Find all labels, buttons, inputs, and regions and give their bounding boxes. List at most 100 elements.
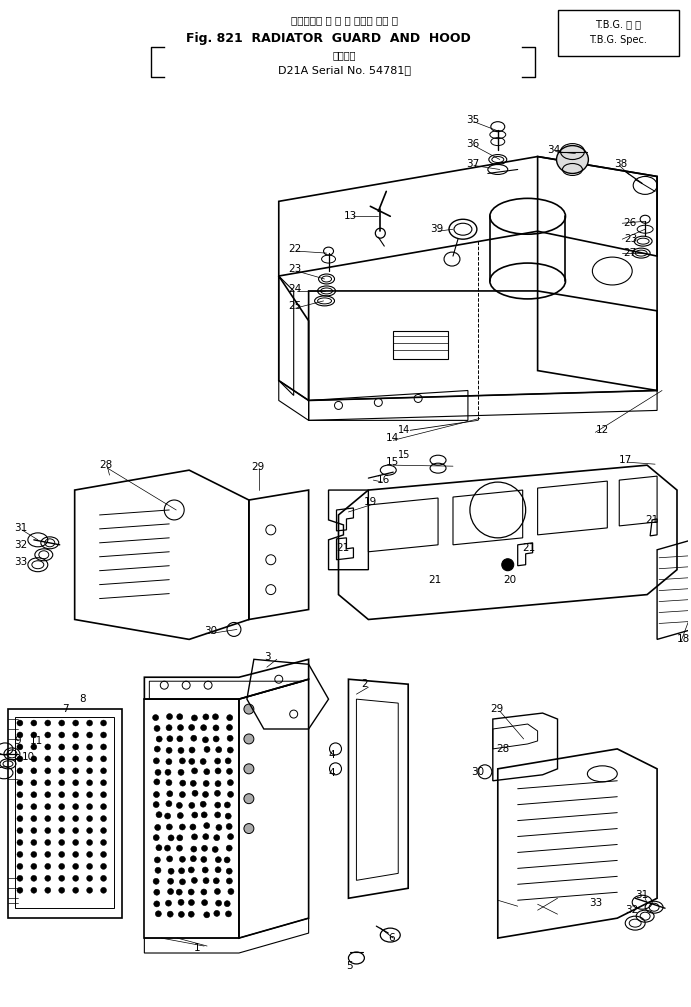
Circle shape	[31, 852, 37, 857]
Circle shape	[153, 878, 159, 884]
Circle shape	[45, 732, 50, 738]
Text: 20: 20	[503, 575, 516, 585]
Text: 29: 29	[490, 704, 503, 714]
Text: 30: 30	[204, 626, 217, 636]
Circle shape	[59, 875, 65, 881]
Circle shape	[156, 845, 162, 851]
Circle shape	[226, 824, 232, 830]
Circle shape	[166, 758, 172, 764]
Circle shape	[214, 835, 220, 841]
Circle shape	[191, 877, 198, 883]
Circle shape	[45, 779, 50, 785]
Circle shape	[190, 824, 196, 830]
Circle shape	[200, 758, 206, 764]
Circle shape	[59, 852, 65, 857]
Circle shape	[203, 780, 209, 786]
Text: 25: 25	[289, 301, 302, 311]
Text: 32: 32	[14, 540, 27, 550]
Text: 21: 21	[522, 543, 536, 553]
Circle shape	[154, 778, 160, 784]
Circle shape	[45, 828, 50, 834]
Circle shape	[178, 725, 184, 731]
Circle shape	[17, 875, 23, 881]
Circle shape	[177, 835, 183, 841]
Circle shape	[244, 794, 254, 804]
Circle shape	[204, 912, 210, 917]
Circle shape	[86, 720, 93, 726]
Circle shape	[204, 768, 210, 774]
Circle shape	[59, 756, 65, 762]
Circle shape	[189, 803, 195, 809]
Text: 9: 9	[14, 736, 21, 746]
Circle shape	[155, 867, 161, 873]
Circle shape	[101, 887, 106, 893]
Circle shape	[59, 779, 65, 785]
Circle shape	[178, 868, 184, 874]
Circle shape	[31, 744, 37, 750]
Circle shape	[86, 779, 93, 785]
Circle shape	[212, 847, 218, 853]
Circle shape	[180, 879, 185, 885]
Bar	[393, 330, 448, 358]
Circle shape	[164, 813, 171, 819]
Circle shape	[226, 845, 232, 851]
Text: 21: 21	[645, 515, 659, 525]
Circle shape	[59, 887, 65, 893]
Circle shape	[59, 828, 65, 834]
Text: 36: 36	[466, 139, 479, 149]
Circle shape	[86, 887, 93, 893]
Circle shape	[244, 734, 254, 744]
Circle shape	[45, 875, 50, 881]
Circle shape	[31, 875, 37, 881]
Circle shape	[45, 852, 50, 857]
Circle shape	[86, 744, 93, 750]
Text: 11: 11	[30, 736, 43, 746]
Text: 3: 3	[264, 653, 270, 663]
Text: 18: 18	[677, 634, 690, 644]
Text: 5: 5	[346, 961, 353, 971]
Circle shape	[180, 856, 185, 862]
Circle shape	[17, 863, 23, 869]
Circle shape	[165, 769, 171, 775]
Circle shape	[73, 779, 79, 785]
Text: 13: 13	[343, 211, 357, 222]
Circle shape	[17, 756, 23, 762]
Circle shape	[213, 714, 218, 720]
Circle shape	[225, 813, 231, 819]
Text: 31: 31	[14, 523, 27, 533]
Circle shape	[215, 768, 221, 774]
Circle shape	[153, 802, 159, 808]
Circle shape	[17, 767, 23, 773]
Circle shape	[73, 744, 79, 750]
Circle shape	[178, 747, 184, 753]
Text: 7: 7	[61, 704, 68, 714]
Circle shape	[101, 779, 106, 785]
Circle shape	[59, 840, 65, 846]
Circle shape	[31, 756, 37, 762]
Circle shape	[192, 790, 198, 797]
Circle shape	[101, 875, 106, 881]
Circle shape	[86, 792, 93, 798]
Circle shape	[178, 899, 184, 905]
Circle shape	[45, 840, 50, 846]
Circle shape	[17, 744, 23, 750]
Circle shape	[180, 792, 185, 798]
Text: 33: 33	[14, 557, 27, 567]
Circle shape	[45, 804, 50, 810]
Circle shape	[227, 715, 233, 721]
Circle shape	[191, 715, 198, 721]
Circle shape	[176, 803, 182, 809]
Circle shape	[203, 878, 209, 883]
Circle shape	[200, 725, 207, 731]
Circle shape	[244, 824, 254, 834]
Circle shape	[73, 804, 79, 810]
Circle shape	[215, 758, 220, 764]
Circle shape	[86, 840, 93, 846]
Circle shape	[155, 825, 161, 831]
Circle shape	[45, 863, 50, 869]
Circle shape	[203, 714, 209, 720]
Circle shape	[101, 732, 106, 738]
Circle shape	[73, 840, 79, 846]
Circle shape	[204, 746, 210, 752]
Circle shape	[227, 779, 234, 785]
